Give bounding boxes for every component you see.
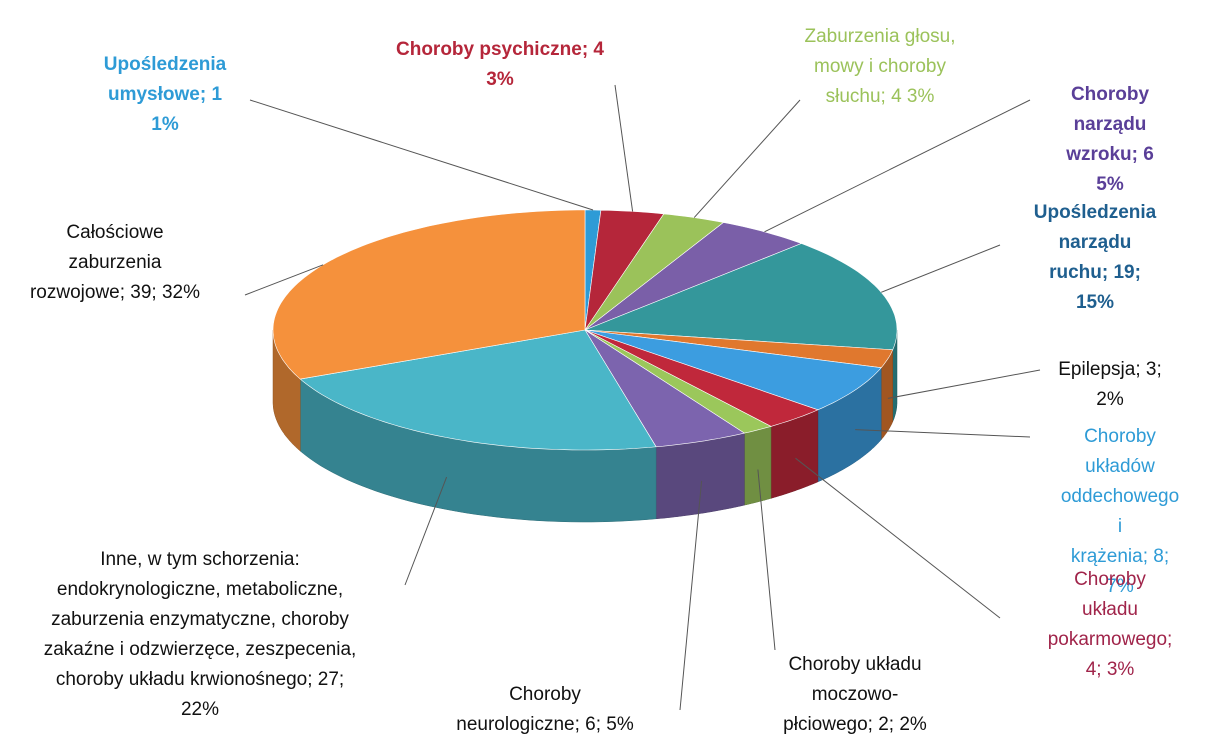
data-label: Choroby układu pokarmowego; 4; 3% [1047,569,1173,680]
data-label: Choroby neurologiczne; 6; 5% [456,684,634,735]
leader-line [249,99,594,211]
leader-line [764,99,1031,233]
pie-slice [584,329,882,411]
leader-line [795,457,1001,619]
data-label: Choroby narządu wzroku; 6 5% [1066,84,1154,195]
data-label: Choroby układów oddechowego i krążenia; … [1060,426,1180,597]
data-label: Epilepsja; 3; 2% [1058,359,1162,410]
data-label: Inne, w tym schorzenia: endokrynologiczn… [43,549,357,720]
data-label: Choroby psychiczne; 4 3% [396,39,604,90]
leader-line [855,429,1031,438]
leader-line [404,476,448,586]
data-label: Upośledzenia narządu ruchu; 19; 15% [1033,202,1157,313]
leader-line [614,84,634,212]
pie-slice [584,329,746,448]
data-label: Zaburzenia głosu, mowy i choroby słuchu;… [804,26,956,107]
pie-slice [584,243,898,351]
leader-line [693,99,801,218]
data-label: Upośledzenia umysłowe; 1 1% [103,54,227,135]
pie-wall [655,432,745,520]
data-label: Choroby układu moczowo- płciowego; 2; 2% [783,654,927,735]
leader-line [887,369,1041,399]
pie-slice [584,329,819,427]
pie-wall [744,426,772,506]
pie-slice [299,329,657,451]
leader-line [881,244,1001,293]
pie-slice [584,329,772,434]
pie-slice [584,222,803,331]
pie-slice [584,329,894,369]
leader-line [244,264,324,296]
data-label: Całościowe zaburzenia rozwojowe; 39; 32% [29,222,201,303]
leader-line [757,469,776,651]
leader-line [679,480,703,711]
